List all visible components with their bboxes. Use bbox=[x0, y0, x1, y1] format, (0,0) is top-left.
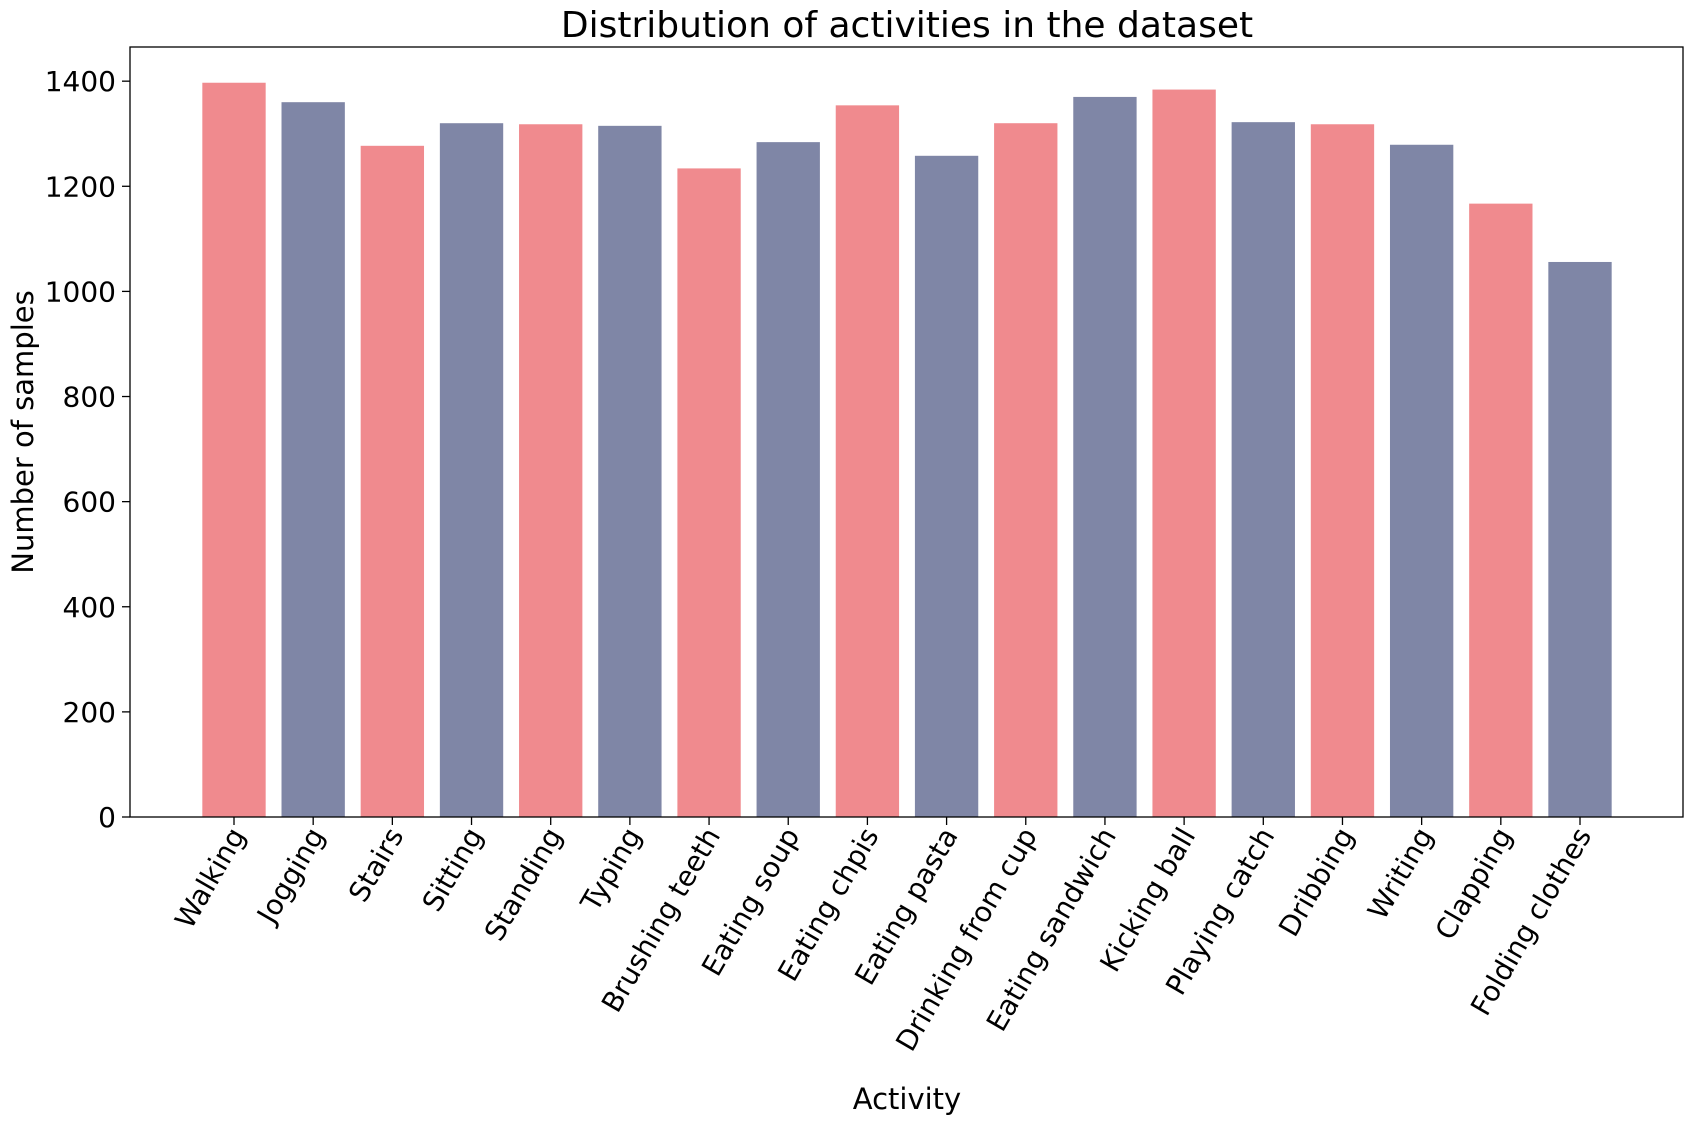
bar-stairs bbox=[360, 145, 425, 817]
y-tick-label: 0 bbox=[98, 801, 116, 834]
bars-group bbox=[202, 82, 1612, 818]
bar-walking bbox=[202, 82, 266, 818]
x-tick-label: Jogging bbox=[250, 822, 332, 931]
bar-dribbing bbox=[1310, 124, 1375, 817]
x-tick-label: Dribbing bbox=[1272, 822, 1360, 942]
plot-frame bbox=[129, 46, 1684, 818]
x-tick-label: Sitting bbox=[416, 822, 490, 917]
y-axis: 0 200 400 600 800 1000 1200 1400 bbox=[45, 65, 130, 834]
bar-brushing-teeth bbox=[677, 168, 741, 817]
bar-writing bbox=[1389, 144, 1454, 817]
y-tick-label: 200 bbox=[63, 696, 116, 729]
y-axis-title: Number of samples bbox=[6, 290, 40, 573]
bar-clapping bbox=[1469, 203, 1533, 817]
x-tick-label: Standing bbox=[478, 822, 569, 947]
bar-jogging bbox=[281, 102, 345, 817]
y-tick-label: 800 bbox=[63, 381, 116, 414]
x-axis-title: Activity bbox=[853, 1082, 961, 1116]
bar-standing bbox=[519, 124, 583, 817]
x-tick-label: Writing bbox=[1361, 822, 1440, 925]
bar-folding-clothes bbox=[1548, 261, 1612, 818]
y-tick-label: 400 bbox=[63, 591, 116, 624]
y-tick-label: 1000 bbox=[45, 275, 116, 308]
bar-playing-catch bbox=[1231, 122, 1295, 817]
bar-kicking-ball bbox=[1152, 89, 1216, 817]
bar-sitting bbox=[439, 123, 504, 817]
x-tick-label: Walking bbox=[168, 822, 252, 934]
bar-eating-pasta bbox=[914, 155, 979, 818]
bar-eating-sandwich bbox=[1073, 96, 1137, 818]
x-tick-label: Stairs bbox=[342, 822, 410, 908]
bar-eating-chpis bbox=[835, 105, 900, 818]
y-tick-label: 600 bbox=[63, 486, 116, 519]
bar-typing bbox=[598, 125, 662, 818]
y-tick-label: 1400 bbox=[45, 65, 116, 98]
x-tick-label: Clapping bbox=[1429, 822, 1519, 945]
x-tick-label: Drinking from cup bbox=[889, 822, 1044, 1057]
x-tick-label: Typing bbox=[574, 822, 648, 918]
y-tick-label: 1200 bbox=[45, 170, 116, 203]
bar-eating-soup bbox=[756, 142, 820, 817]
bar-drinking-from-cup bbox=[994, 123, 1058, 817]
chart-title: Distribution of activities in the datase… bbox=[561, 5, 1253, 46]
